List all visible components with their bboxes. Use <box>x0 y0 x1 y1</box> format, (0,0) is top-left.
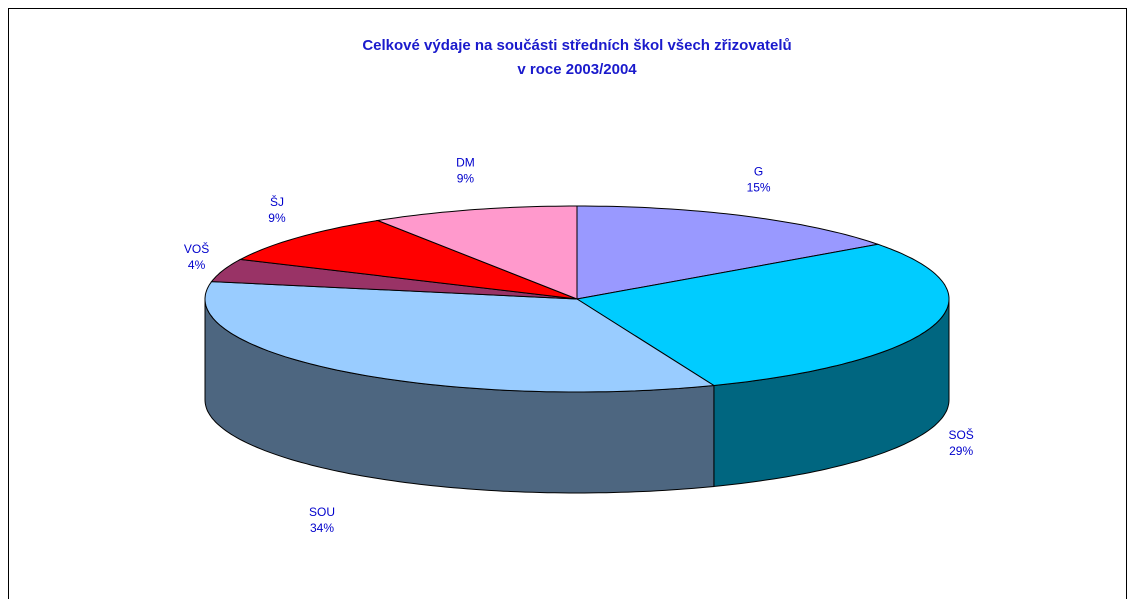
slice <box>576 205 879 300</box>
slice-value-label: 34% <box>310 521 334 535</box>
slice-value-label: 4% <box>188 258 206 272</box>
slice <box>204 281 716 494</box>
slice-label: ŠJ <box>270 194 284 209</box>
slice <box>210 258 578 300</box>
slice-value-label: 9% <box>457 171 475 185</box>
slice-value-label: 15% <box>747 181 771 195</box>
slice-top <box>375 205 578 300</box>
slice-label: DM <box>456 155 475 169</box>
chart-title: Celkové výdaje na součásti středních ško… <box>362 37 791 54</box>
slice <box>575 243 950 488</box>
slice-top <box>576 205 879 300</box>
slice-label: SOŠ <box>948 427 973 442</box>
slice <box>375 205 578 300</box>
slice-value-label: 29% <box>949 444 973 458</box>
slice-top <box>204 281 716 393</box>
chart-title: v roce 2003/2004 <box>517 61 637 78</box>
slice-top <box>575 243 950 387</box>
slice-label: SOU <box>309 505 335 519</box>
slice-value-label: 9% <box>268 211 286 225</box>
slice <box>238 219 578 300</box>
slice-label: G <box>754 165 763 179</box>
slice-top <box>210 258 578 300</box>
slice-top <box>238 219 578 300</box>
slice-label: VOŠ <box>184 241 209 256</box>
